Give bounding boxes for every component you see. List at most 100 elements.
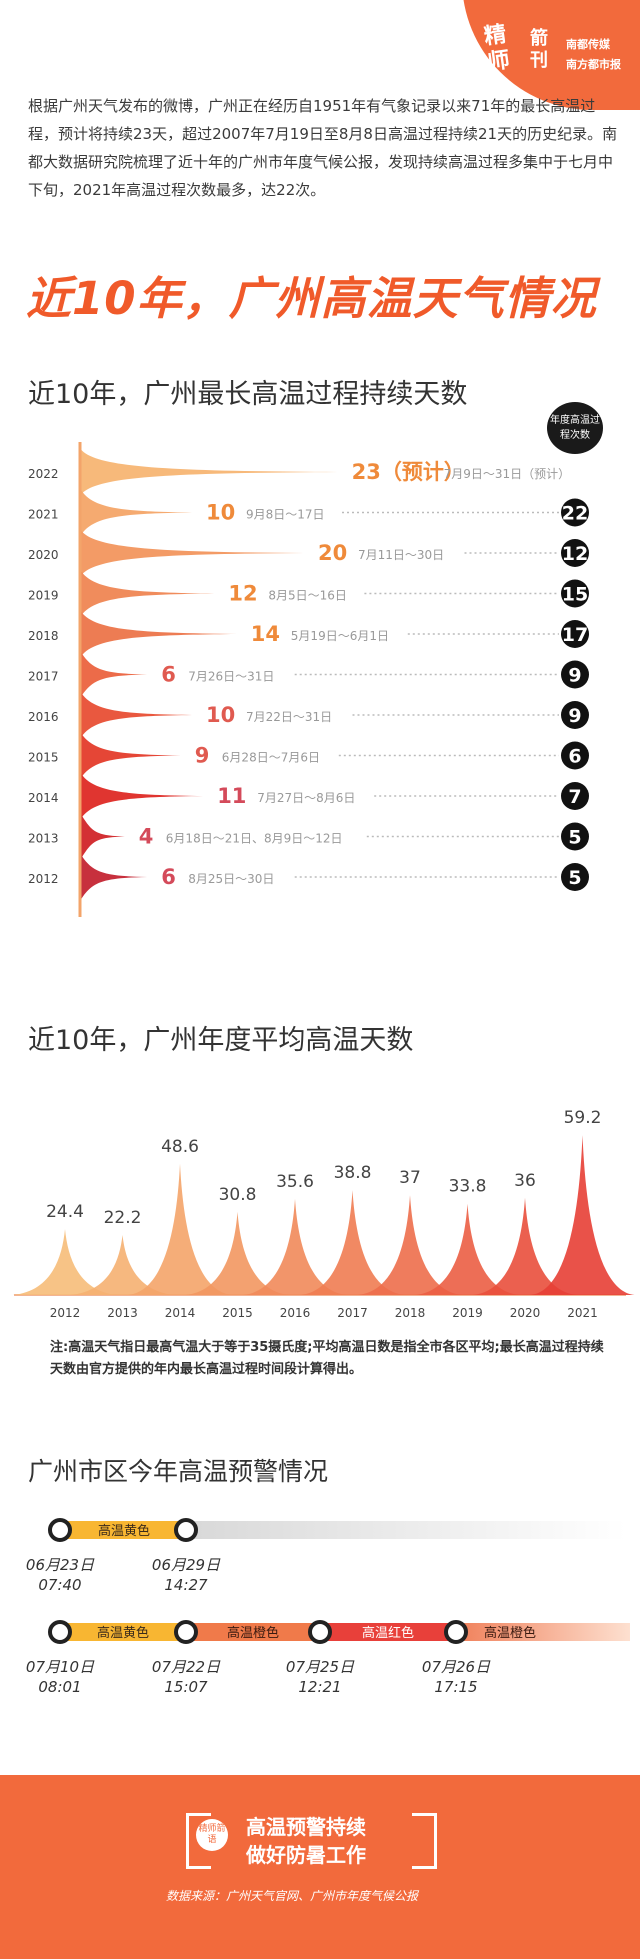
avg-days-value-label: 48.6 <box>161 1137 199 1157</box>
column-header-badge: 年度高温过程次数 <box>547 402 603 454</box>
footer-line1: 高温预警持续 <box>246 1815 366 1839</box>
year-label: 2022 <box>28 467 59 481</box>
brand-media-2: 南方都市报 <box>566 58 621 71</box>
warning-segment-label: 高温黄色 <box>97 1625 149 1641</box>
duration-spike <box>80 448 338 496</box>
avg-days-value-label: 38.8 <box>334 1163 372 1183</box>
year-label: 2016 <box>28 710 59 724</box>
period-label: 7月26日～31日 <box>188 670 274 684</box>
avg-days-year-label: 2019 <box>452 1306 483 1320</box>
duration-value-label: 10 <box>206 703 235 727</box>
avg-days-year-label: 2017 <box>337 1306 368 1320</box>
warning-segment-label: 高温红色 <box>362 1625 414 1641</box>
warning-date: 07月10日 <box>26 1658 95 1676</box>
count-dot <box>561 822 589 851</box>
period-label: 7月9日～31日（预计） <box>444 467 571 481</box>
period-label: 8月5日～16日 <box>268 589 347 603</box>
avg-days-spike <box>243 1198 347 1295</box>
count-label: 5 <box>568 867 581 889</box>
brand-media-1: 南都传媒 <box>566 38 610 51</box>
avg-days-chart: 24.4 2012 22.2 2013 48.6 2014 30.8 2015 35.6 2016… <box>13 1108 635 1320</box>
duration-value-label: 4 <box>139 825 154 849</box>
avg-days-spike <box>185 1211 290 1295</box>
duration-spike <box>80 772 204 820</box>
warning-segment-label: 高温橙色 <box>227 1625 279 1641</box>
period-label: 9月8日～17日 <box>246 508 325 522</box>
avg-days-value-label: 35.6 <box>276 1172 314 1192</box>
warning-date: 07月22日 <box>152 1658 221 1676</box>
warning-segment-yellow <box>60 1623 186 1641</box>
brand-badge: 精师 <box>482 21 512 76</box>
footer-badge: 精师箭语 <box>196 1819 228 1851</box>
year-label: 2015 <box>28 751 59 765</box>
avg-days-value-label: 33.8 <box>449 1177 487 1197</box>
warning-time: 12:21 <box>298 1678 341 1696</box>
bracket-right <box>412 1813 437 1869</box>
warning-date: 07月26日 <box>422 1658 491 1676</box>
warning-segment-red <box>320 1623 456 1641</box>
duration-value-label: 11 <box>217 784 246 808</box>
count-label: 12 <box>562 543 588 565</box>
avg-days-year-label: 2021 <box>567 1306 598 1320</box>
avg-days-value-label: 59.2 <box>564 1108 602 1128</box>
avg-days-spike <box>530 1135 635 1295</box>
period-label: 7月27日～8月6日 <box>257 791 355 805</box>
duration-value-label: 6 <box>161 865 176 889</box>
duration-value-label: 14 <box>251 622 280 646</box>
timeline-node <box>174 1518 198 1542</box>
count-label: 9 <box>568 665 581 687</box>
section2-title: 近10年，广州年度平均高温天数 <box>28 1025 414 1056</box>
count-dot <box>561 579 589 608</box>
duration-value-label: 12 <box>228 582 257 606</box>
count-dot <box>561 539 589 567</box>
avg-days-year-label: 2013 <box>107 1306 138 1320</box>
duration-value-label: 20 <box>318 541 347 565</box>
duration-spike <box>80 731 181 780</box>
duration-spike <box>80 488 192 537</box>
count-dot <box>561 660 589 689</box>
count-label: 5 <box>568 827 581 849</box>
warning-segment-label: 高温橙色 <box>484 1625 536 1641</box>
brand-sub: 箭刊 <box>530 28 548 71</box>
avg-days-spike <box>300 1190 405 1295</box>
period-label: 6月18日～21日、8月9日～12日 <box>166 832 343 846</box>
avg-days-spike <box>128 1163 232 1295</box>
count-label: 6 <box>568 746 581 768</box>
warning-time: 15:07 <box>164 1678 208 1696</box>
warning-time: 07:40 <box>38 1576 81 1594</box>
timeline-node <box>48 1620 72 1644</box>
period-label: 5月19日～6月1日 <box>291 629 389 643</box>
year-label: 2014 <box>28 791 59 805</box>
footer-source: 数据来源：广州天气官网、广州市年度气候公报 <box>166 1889 419 1903</box>
count-dot <box>561 741 589 770</box>
period-label: 6月28日～7月6日 <box>222 751 320 765</box>
avg-days-spike <box>13 1229 117 1295</box>
count-dot <box>561 701 589 729</box>
duration-spike <box>80 691 192 739</box>
avg-days-year-label: 2014 <box>165 1306 196 1320</box>
avg-days-value-label: 22.2 <box>104 1208 142 1228</box>
year-label: 2012 <box>28 872 59 886</box>
avg-days-year-label: 2016 <box>280 1306 311 1320</box>
avg-days-value-label: 30.8 <box>219 1185 257 1205</box>
count-label: 22 <box>562 503 588 525</box>
period-label: 8月25日～30日 <box>188 872 274 886</box>
duration-value-label: 23（预计） <box>352 460 465 484</box>
period-label: 7月11日～30日 <box>358 548 444 562</box>
duration-value-label: 9 <box>195 744 210 768</box>
count-label: 9 <box>568 705 581 727</box>
main-title: 近10年，广州高温天气情况 <box>26 272 597 325</box>
warning-time: 08:01 <box>38 1678 81 1696</box>
count-dot <box>561 498 589 527</box>
footer-banner: 精师箭语 高温预警持续 做好防暑工作 数据来源：广州天气官网、广州市年度气候公报 <box>0 1775 640 1959</box>
footnote: 注:高温天气指日最高气温大于等于35摄氏度;平均高温日数是指全市各区平均;最长高… <box>50 1340 604 1377</box>
duration-spike <box>80 812 125 861</box>
period-label: 7月22日～31日 <box>246 710 332 724</box>
count-label: 17 <box>562 624 588 646</box>
year-label: 2020 <box>28 548 59 562</box>
year-label: 2021 <box>28 508 59 522</box>
footer-line2: 做好防暑工作 <box>246 1843 366 1867</box>
warning-segment-orange <box>186 1623 320 1641</box>
avg-days-spike <box>415 1203 520 1295</box>
